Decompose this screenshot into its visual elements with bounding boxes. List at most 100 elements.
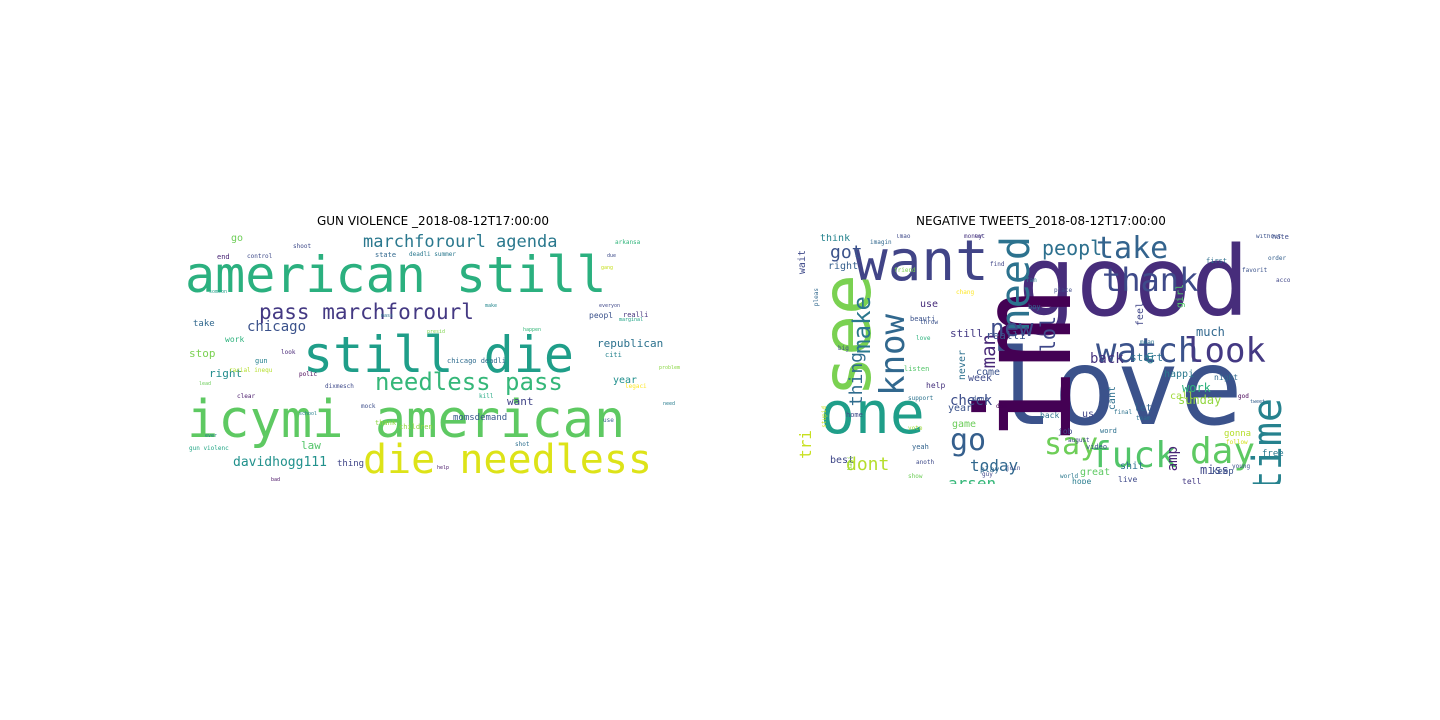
wordcloud-word: love (990, 327, 1243, 449)
wordcloud-word: bad (271, 477, 281, 483)
wordcloud-word: peopl (589, 311, 614, 320)
wordcloud-word: job (1058, 427, 1073, 436)
wordcloud-word: lot (974, 234, 985, 240)
wordcloud-word: tweet (1250, 399, 1266, 405)
wordcloud-word: good (1018, 234, 1250, 338)
wordcloud-word: august (1068, 437, 1090, 444)
wordcloud-word: night (1214, 373, 1239, 382)
wordcloud-word: favorit (1242, 267, 1268, 274)
wordcloud-word: come (976, 367, 1001, 378)
wordcloud-word: tell (1182, 477, 1202, 485)
wordcloud-word: gun violenc (189, 445, 229, 452)
wordcloud-word: dont (846, 454, 890, 475)
wordcloud-word: us (1082, 409, 1095, 420)
wordcloud-word: sunday (1178, 393, 1222, 407)
wordcloud-word: gun (255, 357, 268, 365)
wordcloud-word: day (1190, 431, 1256, 472)
wordcloud-word: think (820, 234, 851, 244)
wordcloud-word: republican (597, 337, 664, 350)
wordcloud-word: miss (1200, 463, 1229, 477)
wordcloud-word: word (1100, 427, 1117, 435)
wordcloud-word: keep (1212, 467, 1234, 477)
wordcloud-word: young (1232, 463, 1251, 470)
wordcloud-word: year (948, 403, 973, 414)
wordcloud-word: help (437, 465, 450, 471)
wordcloud-word: check (950, 393, 993, 409)
wordcloud-word: throw (920, 319, 939, 326)
wordcloud-word: momsdemand (453, 413, 508, 423)
wordcloud-word: feel (1135, 302, 1146, 327)
wordcloud-word: problem (659, 365, 681, 371)
wordcloud-word: much (1196, 325, 1225, 339)
wordcloud-word: right (828, 261, 859, 272)
wordcloud-word: citi (605, 351, 622, 359)
wordcloud-word: best (830, 455, 855, 466)
wordcloud-word: arsen (948, 474, 997, 485)
wordcloud-word: gang (601, 265, 614, 271)
wordcloud-word: clear (237, 393, 256, 400)
wordcloud-word: racial inequ (229, 367, 273, 374)
wordcloud-word: hope (1072, 477, 1092, 485)
wordcloud-word: presid (427, 329, 446, 335)
wordcloud-word: game (952, 419, 977, 430)
wordcloud-word: go (231, 234, 244, 244)
wordcloud-word: gonna (1224, 429, 1252, 439)
wordcloud-word: realli (623, 311, 649, 319)
wordcloud-word: find (990, 261, 1005, 268)
wordcloud-gun-violence: american still still die icymi american die… (185, 234, 685, 484)
wordcloud-word: account (1276, 277, 1290, 284)
wordcloud-word: video (1086, 443, 1108, 451)
wordcloud-word: make (848, 296, 876, 354)
wordcloud-word: time (1245, 398, 1290, 484)
wordcloud-word: want (507, 395, 534, 408)
wordcloud-word: dixmesch (325, 383, 354, 390)
wordcloud-word: first (1206, 257, 1228, 265)
wordcloud-word: love (916, 335, 931, 342)
wordcloud-word: without (1256, 234, 1282, 240)
wordcloud-word: world (1060, 473, 1079, 480)
wordcloud-word: still die (303, 326, 574, 384)
wordcloud-word: imagin (870, 239, 892, 246)
wordcloud-word: end (217, 253, 230, 261)
wordcloud-word: take (193, 319, 215, 329)
wordcloud-word: join (1006, 465, 1021, 472)
wordcloud-word: due (607, 253, 617, 259)
wordcloud-word: god (1238, 393, 1249, 400)
wordcloud-word: ever (205, 433, 218, 439)
wordcloud-word: thank (1102, 261, 1199, 299)
wordcloud-word: use (920, 299, 939, 310)
wordcloud-word: make (485, 303, 498, 309)
wordcloud-word: team (1136, 415, 1151, 422)
wordcloud-word: know (873, 314, 913, 396)
wordcloud-word: realli (986, 329, 1026, 342)
wordcloud-word: never (957, 350, 968, 381)
wordcloud-word: help (926, 381, 946, 390)
wordcloud-word: law (301, 439, 321, 452)
wordcloud-word: chicago (247, 319, 307, 335)
wordcloud-word: pass marchforourl (259, 300, 474, 324)
wordcloud-word: stop (189, 347, 216, 360)
wordcloud-word: place (1054, 287, 1073, 294)
wordcloud-word: chang (956, 289, 975, 296)
wordcloud-word: chicago deadli (447, 357, 507, 365)
wordcloud-word: home (846, 411, 863, 419)
wordcloud-word: back (1040, 411, 1060, 420)
wordcloud-word: state (375, 251, 397, 259)
wordcloud-word: play (980, 465, 1000, 474)
wordcloud-word: friend (894, 267, 916, 274)
wordcloud-word: marginal (619, 317, 644, 323)
wordcloud-word: final (1114, 409, 1133, 416)
wordcloud-word: arkansa (615, 239, 641, 246)
wordcloud-word: follow (1226, 439, 1248, 446)
wordcloud-word: beauti (910, 315, 936, 323)
wordcloud-word: lol (1036, 316, 1060, 353)
wordcloud-word: babi (847, 456, 854, 471)
wordcloud-word: want (854, 234, 989, 294)
wordcloud-word: mean (1140, 339, 1155, 346)
wordcloud-word: girl (1175, 284, 1186, 309)
wordcloud-word: start (1130, 351, 1164, 364)
wordcloud-word: deadli summer (409, 251, 456, 258)
wordcloud-word: take (1096, 234, 1169, 266)
wordcloud-word: children (399, 423, 433, 431)
wordcloud-word: die needless (363, 437, 652, 483)
